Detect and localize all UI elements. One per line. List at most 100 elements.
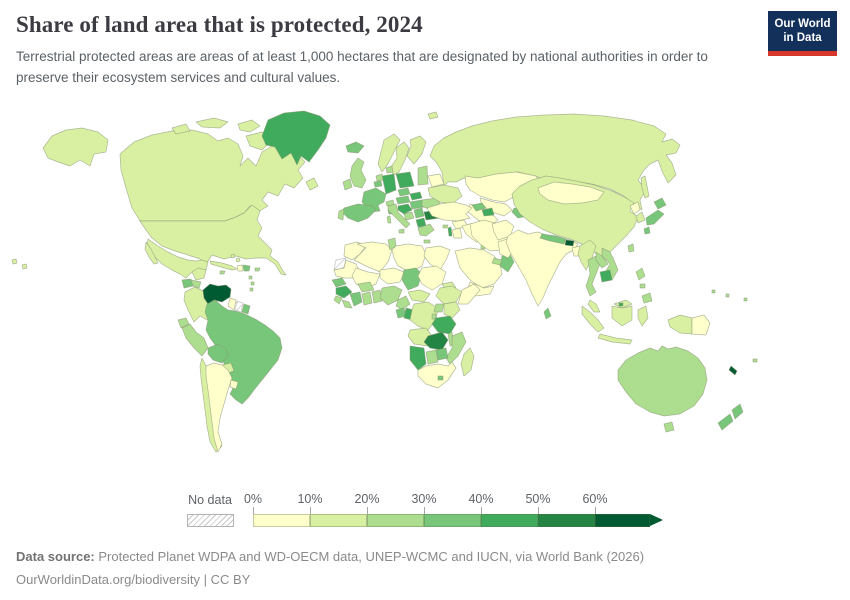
country-australia[interactable]: Australia: 20-30% — [617, 345, 708, 417]
country-turkey[interactable]: Turkey: 0-10% — [426, 201, 473, 222]
country-venezuela[interactable]: Venezuela: 60%+ — [202, 283, 232, 305]
country-rwanda-burundi[interactable]: Rwanda and Burundi: 20-30% — [431, 313, 437, 320]
country-botswana[interactable]: Botswana: 20-30% — [425, 349, 439, 365]
country-japan-kyushu[interactable]: Japan: 30-40% — [643, 226, 651, 235]
country-sweden[interactable]: Sweden: 10-20% — [390, 141, 410, 176]
country-cyprus[interactable]: Cyprus: 20-30% — [442, 224, 449, 229]
country-guyana[interactable]: Guyana: 0-10% — [227, 297, 237, 311]
country-canada-island-2[interactable]: Canada: 10-20% — [237, 119, 261, 133]
country-greece-crete[interactable]: Greece: 20-30% — [423, 239, 431, 244]
country-poland[interactable]: Poland: 40-50% — [395, 171, 415, 189]
legend-swatch-10-20%[interactable] — [310, 514, 367, 527]
country-bolivia[interactable]: Bolivia: 30-40% — [207, 343, 229, 364]
country-peru[interactable]: Peru: 20-30% — [181, 323, 209, 357]
country-belgium[interactable]: Belgium: 30-40% — [373, 180, 383, 188]
country-uae[interactable]: United Arab Emirates: 20-30% — [491, 257, 503, 266]
country-dominican-republic[interactable]: Dominican Republic: 30-40% — [242, 264, 251, 272]
country-usa[interactable]: United States: 10-20% — [139, 204, 287, 276]
country-uruguay[interactable]: Uruguay: 0-10% — [229, 379, 239, 390]
country-jamaica[interactable]: Jamaica: 20-30% — [219, 270, 226, 275]
country-argentina[interactable]: Argentina: 0-10% — [205, 362, 233, 453]
country-cameroon[interactable]: Cameroon: 20-30% — [395, 295, 411, 311]
country-niger[interactable]: Niger: 0-10% — [379, 267, 405, 285]
country-cuba[interactable]: Cuba: 10-20% — [209, 260, 238, 271]
country-guinea[interactable]: Guinea: 40-50% — [335, 285, 353, 299]
country-georgia[interactable]: Georgia: 30-40% — [471, 202, 487, 212]
country-ghana[interactable]: Ghana: 20-30% — [361, 291, 373, 306]
country-italy-sicily[interactable]: Italy: 20-30% — [398, 228, 405, 234]
country-norway[interactable]: Norway: 10-20% — [377, 133, 401, 173]
country-svalbard[interactable]: Svalbard: 10-20% — [427, 111, 439, 120]
legend-swatch-60%+[interactable] — [595, 514, 650, 527]
country-south-korea[interactable]: South Korea: 10-20% — [635, 211, 646, 224]
country-north-korea[interactable]: North Korea: 0-10% — [629, 201, 641, 215]
country-brunei[interactable]: Brunei: 40-50% — [618, 302, 624, 307]
country-zimbabwe[interactable]: Zimbabwe: 30-40% — [435, 347, 449, 361]
country-tanzania[interactable]: Tanzania: 40-50% — [431, 315, 457, 335]
country-new-zealand-south[interactable]: New Zealand: 30-40% — [717, 413, 734, 431]
country-azerbaijan[interactable]: Azerbaijan: 40-50% — [481, 207, 495, 217]
country-french-guiana[interactable]: French Guiana: 30-40% — [241, 303, 251, 315]
attribution-line[interactable]: OurWorldinData.org/biodiversity | CC BY — [16, 572, 251, 588]
country-canada-island-1[interactable]: Canada: 10-20% — [195, 117, 229, 129]
country-croatia-slovenia[interactable]: Croatia and Slovenia: 40-50% — [397, 203, 413, 215]
country-honduras[interactable]: Honduras: 20-30% — [190, 279, 202, 289]
country-benin-togo[interactable]: Benin and Togo: 20-30% — [371, 289, 383, 304]
country-uganda[interactable]: Uganda: 20-30% — [433, 303, 445, 313]
country-cambodia[interactable]: Cambodia: 40-50% — [599, 269, 613, 283]
country-slovakia[interactable]: Slovakia: 40-50% — [409, 191, 423, 201]
country-kenya[interactable]: Kenya: 10-20% — [443, 301, 461, 319]
country-iceland[interactable]: Iceland: 30-40% — [345, 141, 365, 154]
country-canada-island-3[interactable]: Canada: 10-20% — [171, 123, 191, 135]
country-pacific-islands[interactable]: Pacific islands: 20-30% — [711, 289, 748, 302]
country-namibia[interactable]: Namibia: 40-50% — [409, 345, 427, 371]
country-baltic-states[interactable]: Baltic states: 20-30% — [417, 165, 429, 186]
country-taiwan[interactable]: Taiwan: 20-30% — [627, 243, 635, 253]
country-india[interactable]: India: 0-10% — [505, 229, 579, 307]
country-czechia[interactable]: Czechia: 30-40% — [397, 187, 411, 197]
country-somalia[interactable]: Somalia: 0-10% — [457, 283, 481, 305]
country-united-kingdom[interactable]: United Kingdom: 20-30% — [349, 157, 367, 189]
country-burkina-faso[interactable]: Burkina Faso: 20-30% — [357, 281, 375, 293]
country-bahamas[interactable]: Bahamas: 10-20% — [230, 253, 241, 263]
country-central-african-republic[interactable]: Central African Republic: 10-20% — [407, 289, 431, 303]
legend-no-data-swatch[interactable] — [187, 514, 234, 527]
country-sierra-leone[interactable]: Sierra Leone: 20-30% — [333, 295, 343, 305]
country-mozambique[interactable]: Mozambique: 20-30% — [445, 331, 467, 365]
country-liberia[interactable]: Liberia: 20-30% — [341, 299, 353, 309]
country-japan-hokkaido[interactable]: Japan: 30-40% — [653, 197, 667, 210]
country-italy-sardinia[interactable]: Italy: 20-30% — [386, 215, 392, 224]
country-denmark[interactable]: Denmark: 20-30% — [385, 165, 394, 174]
country-spain[interactable]: Spain: 30-40% — [341, 203, 377, 223]
country-austria[interactable]: Austria: 30-40% — [395, 195, 411, 205]
country-lesotho[interactable]: Lesotho: 30-40% — [437, 375, 444, 381]
country-malaysia[interactable]: Malaysia: 10-20% — [587, 299, 601, 313]
country-nepal[interactable]: Nepal: 30-40% — [539, 233, 567, 245]
country-ireland[interactable]: Ireland: 20-30% — [342, 178, 353, 191]
country-new-zealand-north[interactable]: New Zealand: 30-40% — [731, 403, 744, 420]
country-serbia[interactable]: Serbia: 30-40% — [413, 207, 425, 219]
country-sri-lanka[interactable]: Sri Lanka: 30-40% — [543, 307, 552, 320]
country-haiti[interactable]: Haiti: 0-10% — [236, 264, 244, 272]
country-usa-alaska[interactable]: United States: 10-20% — [42, 127, 109, 167]
country-ethiopia[interactable]: Ethiopia: 10-20% — [435, 285, 463, 305]
country-greece[interactable]: Greece: 20-30% — [417, 223, 435, 237]
country-israel[interactable]: Israel: 40-50% — [447, 226, 453, 237]
country-indonesia-java[interactable]: Indonesia: 10-20% — [597, 333, 633, 345]
country-egypt[interactable]: Egypt: 0-10% — [423, 245, 451, 271]
country-sudan[interactable]: Sudan: 0-10% — [417, 265, 447, 291]
country-belarus[interactable]: Belarus: 0-10% — [427, 173, 445, 188]
country-libya[interactable]: Libya: 0-10% — [391, 243, 427, 273]
country-drc[interactable]: Democratic Republic of Congo: 10-20% — [409, 301, 439, 331]
legend-swatch-40-50%[interactable] — [481, 514, 538, 527]
country-laos[interactable]: Laos: 20-30% — [595, 251, 609, 269]
country-germany[interactable]: Germany: 40-50% — [381, 173, 397, 195]
country-madagascar[interactable]: Madagascar: 10-20% — [460, 347, 475, 377]
country-portugal[interactable]: Portugal: 20-30% — [337, 208, 345, 221]
country-canada-newfoundland[interactable]: Canada: 10-20% — [305, 177, 319, 191]
country-saudi-arabia[interactable]: Saudi Arabia: 0-10% — [454, 247, 503, 289]
country-greenland[interactable]: Greenland: 40-50% — [261, 110, 331, 166]
country-bhutan[interactable]: Bhutan: 60%+ — [564, 239, 575, 247]
owid-logo[interactable]: Our World in Data — [768, 11, 837, 56]
country-suriname[interactable]: Suriname: no-data — [234, 300, 244, 313]
